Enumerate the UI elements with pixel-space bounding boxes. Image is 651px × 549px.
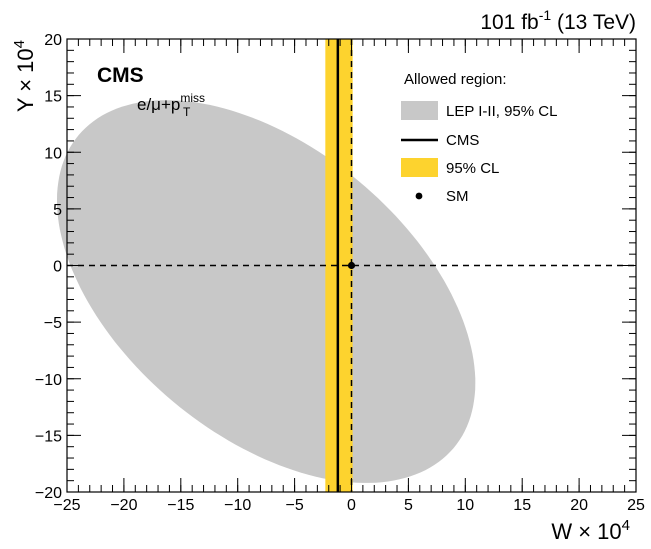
lep-allowed-region — [57, 100, 476, 483]
y-tick-label: 20 — [44, 32, 62, 49]
x-tick-label: 0 — [347, 497, 356, 514]
legend-swatch-lep — [401, 101, 438, 120]
x-tick-label: 20 — [570, 497, 588, 514]
x-tick-label: 5 — [404, 497, 413, 514]
x-tick-label: 15 — [513, 497, 531, 514]
experiment-label: CMS — [97, 64, 144, 87]
y-tick-label: 0 — [53, 259, 62, 276]
legend-label: CMS — [446, 132, 479, 149]
y-tick-label: −5 — [44, 315, 62, 332]
y-tick-label: −15 — [35, 428, 62, 445]
y-tick-label: 10 — [44, 145, 62, 162]
x-tick-label: 25 — [627, 497, 645, 514]
x-tick-label: −10 — [224, 497, 251, 514]
x-axis-title: W × 104 — [551, 517, 630, 544]
channel-label: e/μ+pmiss T — [137, 91, 205, 119]
legend-label: 95% CL — [446, 160, 499, 177]
x-tick-label: −20 — [110, 497, 137, 514]
y-tick-label: 5 — [53, 202, 62, 219]
x-tick-label: −15 — [167, 497, 194, 514]
y-axis-title: Y × 104 — [11, 40, 38, 112]
sm-point — [347, 261, 356, 270]
x-tick-label: −25 — [53, 497, 80, 514]
y-tick-label: 15 — [44, 89, 62, 106]
y-tick-label: −10 — [35, 372, 62, 389]
legend-swatch-band — [401, 158, 438, 177]
lumi-label: 101 fb-1 (13 TeV) — [480, 7, 636, 34]
x-tick-label: 10 — [456, 497, 474, 514]
legend-swatch-sm — [415, 192, 423, 200]
legend-title: Allowed region: — [404, 71, 507, 88]
x-tick-label: −5 — [285, 497, 303, 514]
legend-label: LEP I-II, 95% CL — [446, 103, 557, 120]
y-tick-label: −20 — [35, 485, 62, 502]
legend-label: SM — [446, 188, 469, 205]
